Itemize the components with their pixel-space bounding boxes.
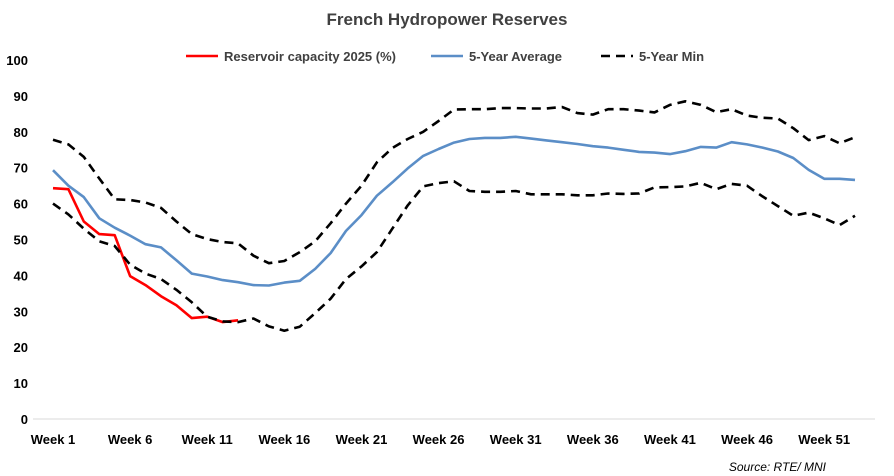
x-tick-label: Week 41	[644, 432, 696, 447]
legend-label: 5-Year Average	[469, 49, 562, 64]
x-tick-label: Week 46	[721, 432, 773, 447]
y-tick-label: 50	[14, 233, 28, 248]
legend-label: Reservoir capacity 2025 (%)	[224, 49, 396, 64]
series-line-5-year-min	[52, 180, 856, 333]
legend-label: 5-Year Min	[639, 49, 704, 64]
source-note: Source: RTE/ MNI	[729, 460, 827, 474]
x-tick-label: Week 1	[31, 432, 76, 447]
series-line-5-year-max	[52, 100, 856, 265]
chart-title: French Hydropower Reserves	[327, 10, 568, 29]
x-tick-label: Week 11	[182, 432, 233, 447]
x-tick-label: Week 16	[258, 432, 310, 447]
y-tick-label: 100	[6, 53, 28, 68]
series-lines	[52, 100, 856, 333]
y-tick-label: 40	[14, 268, 28, 283]
y-tick-label: 30	[14, 304, 28, 319]
x-tick-label: Week 21	[336, 432, 388, 447]
x-tick-label: Week 31	[490, 432, 542, 447]
series-line-5-year-average	[52, 135, 856, 287]
x-tick-label: Week 51	[798, 432, 850, 447]
x-tick-label: Week 6	[108, 432, 153, 447]
series-line-reservoir-capacity-2025	[52, 186, 239, 324]
y-tick-label: 80	[14, 125, 28, 140]
y-tick-label: 60	[14, 197, 28, 212]
x-tick-label: Week 36	[567, 432, 619, 447]
y-axis: 0 10 20 30 40 50 60 70 80 90 100	[6, 53, 28, 427]
y-tick-label: 90	[14, 89, 28, 104]
x-axis: Week 1 Week 6 Week 11 Week 16 Week 21 Week 26…	[31, 432, 850, 447]
x-tick-label: Week 26	[413, 432, 465, 447]
y-tick-label: 20	[14, 340, 28, 355]
y-tick-label: 0	[21, 412, 28, 427]
legend: Reservoir capacity 2025 (%) 5-Year Averag…	[186, 49, 704, 64]
y-tick-label: 10	[14, 376, 28, 391]
y-tick-label: 70	[14, 161, 28, 176]
